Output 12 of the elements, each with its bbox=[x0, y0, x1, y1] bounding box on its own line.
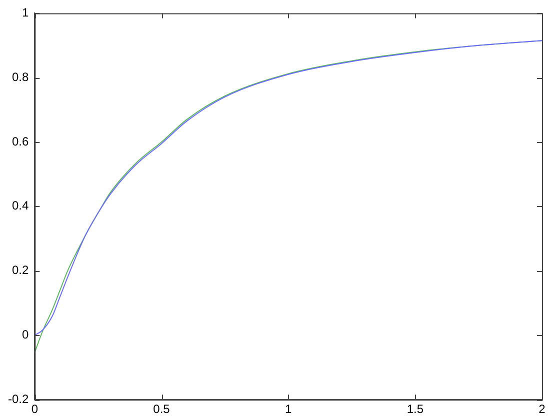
x-tick-label: 0.5 bbox=[153, 402, 170, 416]
y-tick-label: -0.2 bbox=[8, 392, 29, 406]
x-tick-label: 0 bbox=[31, 402, 38, 416]
y-tick-label: 0.2 bbox=[12, 263, 29, 278]
y-tick-label: 0 bbox=[22, 328, 29, 342]
y-tick-label: 0.8 bbox=[12, 70, 29, 84]
x-tick-label: 1 bbox=[284, 402, 292, 416]
x-tick-label: 2 bbox=[538, 402, 546, 416]
x-tick-label: 1.5 bbox=[406, 402, 424, 416]
y-tick-label: 0.4 bbox=[12, 198, 29, 213]
y-tick-label: 1 bbox=[22, 6, 29, 20]
y-tick-label: 0.6 bbox=[12, 134, 29, 148]
